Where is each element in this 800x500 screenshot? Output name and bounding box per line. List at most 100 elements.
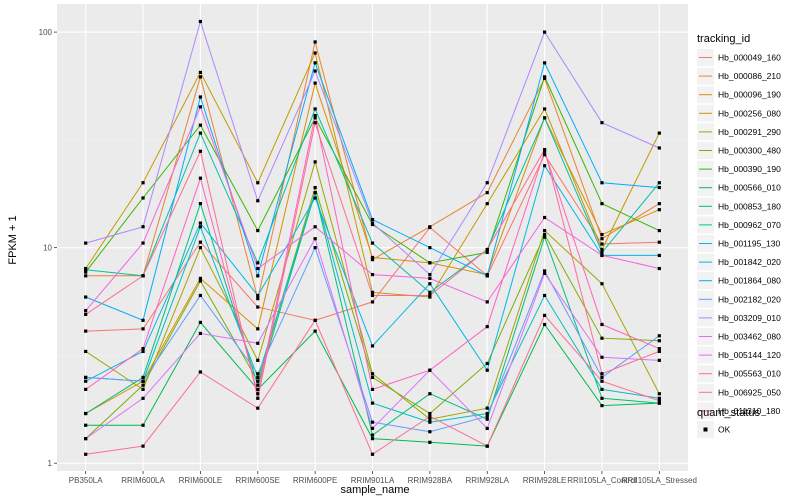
legend-label: Hb_003209_010 (718, 313, 781, 323)
legend-label: Hb_001864_080 (718, 276, 781, 286)
data-point-Hb_011310_180 (428, 414, 432, 418)
data-point-Hb_000049_160 (198, 240, 203, 244)
data-point-Hb_000962_070 (84, 268, 88, 272)
data-point-Hb_001195_130 (600, 387, 604, 391)
data-point-Hb_000390_190 (198, 123, 203, 127)
data-point-Hb_003209_010 (84, 241, 88, 245)
legend-label: Hb_006925_050 (718, 387, 781, 397)
legend-label: Hb_011310_180 (718, 406, 781, 416)
data-point-Hb_001842_020 (313, 196, 317, 200)
data-point-Hb_001842_020 (256, 293, 260, 298)
data-point-Hb_001842_020 (84, 379, 88, 383)
data-point-Hb_000853_180 (542, 235, 547, 239)
data-point-Hb_000086_210 (600, 237, 604, 241)
data-point-Hb_000566_010 (256, 387, 260, 391)
data-point-Hb_000086_210 (657, 202, 661, 206)
data-point-Hb_001864_080 (141, 318, 145, 322)
data-point-Hb_005563_010 (600, 322, 604, 327)
x-tick-label: RRIM600SE (236, 476, 280, 485)
data-point-Hb_003462_080 (485, 426, 489, 431)
data-point-Hb_003209_010 (542, 30, 547, 34)
data-point-Hb_000390_190 (428, 261, 432, 265)
data-point-Hb_001195_130 (485, 411, 489, 416)
data-point-Hb_005144_120 (313, 225, 317, 229)
data-point-Hb_001864_080 (485, 274, 489, 278)
data-point-Hb_000049_160 (141, 327, 145, 331)
data-point-Hb_000300_480 (370, 375, 375, 380)
x-tick-label: RRIM928LE (523, 476, 567, 485)
data-point-Hb_005563_010 (256, 392, 260, 396)
data-point-Hb_003209_010 (428, 272, 432, 277)
data-point-Hb_005563_010 (485, 325, 489, 329)
data-point-Hb_000300_480 (256, 379, 260, 383)
data-point-Hb_003462_080 (370, 426, 375, 431)
data-point-Hb_000086_210 (485, 191, 489, 195)
data-point-Hb_000853_180 (84, 411, 88, 416)
data-point-Hb_003462_080 (84, 437, 88, 441)
data-point-Hb_000291_290 (313, 160, 317, 164)
data-point-Hb_000291_290 (485, 406, 489, 410)
data-point-Hb_000390_190 (313, 116, 317, 120)
data-point-Hb_005563_010 (141, 347, 145, 351)
data-point-Hb_000962_070 (198, 131, 203, 135)
data-point-Hb_002182_020 (485, 414, 489, 418)
data-point-Hb_003209_010 (657, 146, 661, 150)
data-point-Hb_000049_160 (600, 242, 604, 246)
data-point-Hb_006925_050 (141, 274, 145, 278)
data-point-Hb_001864_080 (428, 246, 432, 250)
shape-legend-label: OK (718, 425, 731, 435)
data-point-Hb_000300_480 (485, 361, 489, 366)
data-point-Hb_000566_010 (600, 404, 604, 408)
data-point-Hb_000853_180 (485, 417, 489, 421)
data-point-Hb_001864_080 (600, 181, 604, 185)
data-point-Hb_005144_120 (256, 266, 260, 271)
data-point-Hb_003209_010 (198, 19, 203, 24)
data-point-Hb_003209_010 (485, 181, 489, 185)
data-point-Hb_000566_010 (141, 423, 145, 427)
y-tick-label: 1 (48, 459, 53, 468)
data-point-Hb_011310_180 (198, 370, 203, 374)
legend-label: Hb_000390_190 (718, 164, 781, 174)
x-tick-label: PB350LA (69, 476, 103, 485)
data-point-Hb_000291_290 (600, 282, 604, 286)
data-point-Hb_000291_290 (256, 358, 260, 362)
legend: tracking_id Hb_000049_160 Hb_000086_210 Hb… (697, 33, 781, 438)
data-point-Hb_000300_480 (198, 279, 203, 283)
data-point-Hb_000291_290 (198, 246, 203, 250)
data-point-Hb_001842_020 (141, 349, 145, 354)
data-point-Hb_000256_080 (313, 51, 317, 55)
data-point-Hb_000300_480 (542, 232, 547, 237)
data-point-Hb_000566_010 (428, 440, 432, 444)
data-point-Hb_003209_010 (370, 221, 375, 225)
x-axis: PB350LA RRIM600LA RRIM600LE RRIM600SE RRIM60… (69, 471, 697, 485)
data-point-Hb_005144_120 (141, 241, 145, 245)
data-point-Hb_000256_080 (141, 181, 145, 185)
data-point-Hb_006925_050 (428, 293, 432, 298)
data-point-Hb_001195_130 (313, 191, 317, 195)
data-point-Hb_000256_080 (485, 202, 489, 206)
data-point-Hb_002182_020 (84, 375, 88, 380)
data-point-Hb_003462_080 (256, 341, 260, 345)
data-point-Hb_000566_010 (198, 320, 203, 324)
data-point-Hb_005144_120 (84, 309, 88, 313)
data-point-Hb_003462_080 (542, 271, 547, 275)
data-point-Hb_002182_020 (141, 379, 145, 383)
data-point-Hb_011310_180 (84, 452, 88, 456)
data-point-Hb_000853_180 (600, 396, 604, 400)
data-point-Hb_001842_020 (542, 164, 547, 168)
data-point-Hb_000049_160 (256, 305, 260, 309)
data-point-Hb_001864_080 (313, 61, 317, 65)
x-tick-label: RRIM600LE (179, 476, 223, 485)
data-point-Hb_002182_020 (542, 269, 547, 273)
data-point-Hb_000853_180 (370, 433, 375, 437)
data-point-Hb_000096_190 (600, 232, 604, 237)
data-point-Hb_000566_010 (542, 322, 547, 327)
data-point-Hb_011310_180 (542, 313, 547, 317)
data-point-Hb_000853_180 (256, 383, 260, 387)
data-point-Hb_002182_020 (657, 334, 661, 338)
legend-label: Hb_003462_080 (718, 332, 781, 342)
data-point-Hb_000853_180 (428, 392, 432, 396)
data-point-Hb_001864_080 (370, 217, 375, 222)
data-point-Hb_000962_070 (657, 181, 661, 185)
data-point-Hb_000256_080 (370, 290, 375, 294)
